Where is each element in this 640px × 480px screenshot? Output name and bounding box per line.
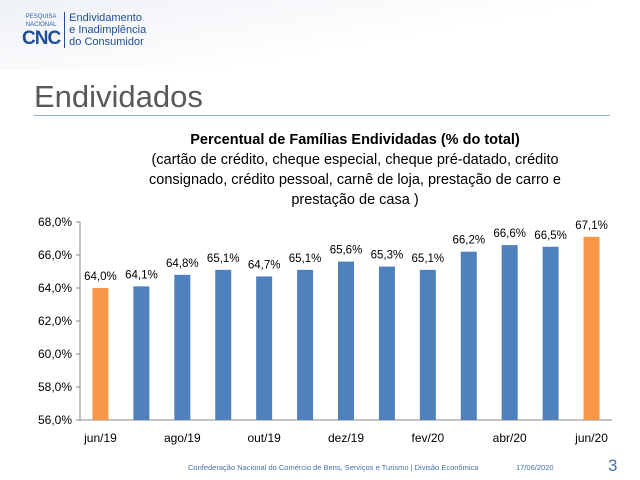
x-tick-label: abr/20 [493,431,527,445]
bar [460,251,477,420]
bar [419,269,436,420]
data-label: 66,6% [493,228,526,240]
logo-line: do Consumidor [69,36,144,48]
logo-text: PESQUISA [25,13,57,20]
bar [92,288,109,420]
x-tick-label: jun/19 [83,431,117,445]
data-label: 65,1% [289,253,322,265]
y-tick-label: 62,0% [38,314,72,328]
data-label: 64,1% [125,269,158,281]
chart-title-block: Percentual de Famílias Endividadas (% do… [90,130,620,210]
bar [256,276,273,420]
chart-subtitle: (cartão de crédito, cheque especial, che… [151,152,559,168]
data-label: 66,2% [452,235,485,247]
divider [34,115,610,116]
bar [174,274,191,420]
logo-brand: CNC [22,27,61,49]
slide-heading: Endividados [34,79,203,114]
data-label: 65,6% [330,245,363,257]
header-background [0,0,640,70]
x-tick-label: dez/19 [328,431,364,445]
x-tick-label: ago/19 [164,431,201,445]
chart-title: Percentual de Famílias Endividadas (% do… [190,132,520,148]
page-number: 3 [608,456,618,475]
y-tick-label: 60,0% [38,347,72,361]
bar [583,236,600,420]
logo-text: NACIONAL [25,21,57,28]
data-label: 64,7% [248,259,281,271]
data-label: 65,1% [207,253,240,265]
y-tick-label: 68,0% [38,215,72,229]
data-label: 66,5% [534,230,567,242]
bar [297,269,314,420]
cnc-logo: PESQUISA NACIONAL CNC Endividamento e Inadi… [22,12,146,48]
chart-subtitle: consignado, crédito pessoal, carnê de lo… [149,172,561,188]
bar [215,269,232,420]
y-tick-label: 64,0% [38,281,72,295]
logo-line: e Inadimplência [69,24,147,36]
bar [378,266,395,420]
y-tick-label: 66,0% [38,248,72,262]
logo-line: Endividamento [69,12,142,24]
data-label: 65,3% [371,250,404,262]
bar [542,246,559,420]
bar [338,261,354,420]
footer-date: 17/06/2020 [516,463,554,472]
chart-subtitle: prestação de casa ) [291,192,419,208]
x-tick-label: out/19 [247,431,281,445]
bar [501,245,518,420]
bar [133,286,150,420]
footer-org: Confederação Nacional do Comércio de Ben… [188,463,479,472]
x-tick-label: fev/20 [411,431,444,445]
y-tick-label: 58,0% [38,380,72,394]
y-tick-label: 56,0% [38,413,72,427]
data-label: 65,1% [412,253,445,265]
data-label: 64,8% [166,258,199,270]
data-label: 64,0% [84,271,117,283]
data-label: 67,1% [575,220,608,232]
x-tick-label: jun/20 [574,431,608,445]
